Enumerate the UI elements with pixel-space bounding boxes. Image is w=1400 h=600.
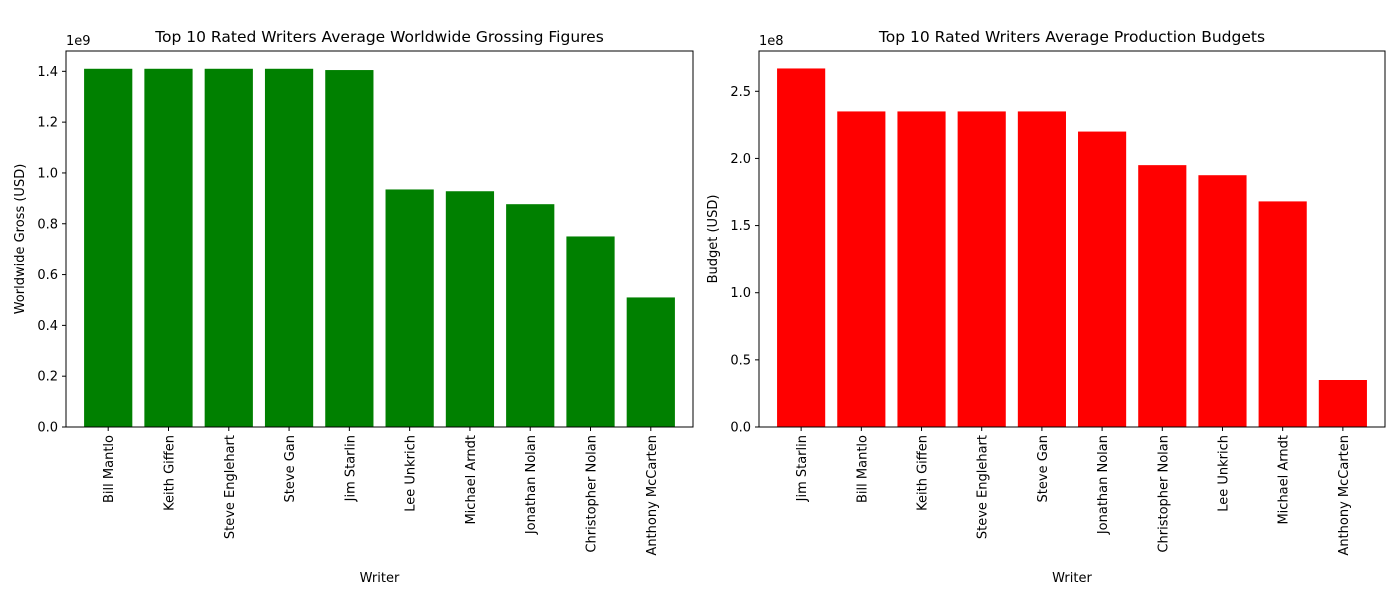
axes-frame <box>65 50 694 428</box>
y-axis-label: Worldwide Gross (USD) <box>13 164 28 315</box>
bar <box>204 68 253 427</box>
y-tick-label: 1.0 <box>37 166 58 181</box>
x-tick-label: Anthony McCarten <box>645 435 660 556</box>
axis-offset-label: 1e8 <box>759 34 784 49</box>
bar <box>1318 380 1367 427</box>
x-tick-label: Bill Mantlo <box>102 435 117 503</box>
bar <box>1198 175 1247 427</box>
x-tick-label: Michael Arndt <box>464 435 479 525</box>
x-tick-label: Bill Mantlo <box>855 435 870 503</box>
bar <box>566 236 615 427</box>
bar <box>385 189 434 427</box>
chart-title: Top 10 Rated Writers Average Worldwide G… <box>154 28 604 46</box>
y-tick-label: 1.2 <box>37 116 58 131</box>
y-tick-label: 0.5 <box>730 353 751 368</box>
chart-panel-2: 0.0 0.5 1.0 1.5 2.0 2.5 Jim Starlin Bill Mantlo… <box>706 28 1386 586</box>
x-tick-label: Jim Starlin <box>343 435 358 502</box>
bar <box>84 68 133 427</box>
x-tick-label: Keith Giffen <box>162 435 177 511</box>
x-tick-label: Steve Englehart <box>976 435 991 539</box>
axis-offset-label: 1e9 <box>66 34 91 49</box>
y-tick-label: 2.5 <box>730 85 751 100</box>
x-tick-label: Lee Unkrich <box>404 435 419 512</box>
x-tick-label: Anthony McCarten <box>1337 435 1352 556</box>
y-tick-label: 1.5 <box>730 219 751 234</box>
x-tick-label: Jonathan Nolan <box>1096 435 1111 535</box>
bar <box>445 191 495 427</box>
x-tick-label: Lee Unkrich <box>1216 435 1231 512</box>
y-tick-label: 2.0 <box>730 152 751 167</box>
y-tick-label: 0.0 <box>730 421 751 436</box>
y-tick-label: 0.8 <box>37 217 58 232</box>
bar <box>144 68 193 427</box>
bar <box>626 297 675 427</box>
x-tick-label: Steve Gan <box>283 435 298 502</box>
x-tick-label: Steve Gan <box>1036 435 1051 502</box>
x-tick-label: Christopher Nolan <box>1156 435 1171 553</box>
y-tick-label: 1.0 <box>730 286 751 301</box>
x-axis-label: Writer <box>1052 571 1092 586</box>
bar <box>325 70 374 428</box>
x-axis-label: Writer <box>360 571 400 586</box>
x-tick-label: Jim Starlin <box>795 435 810 502</box>
x-tick-label: Keith Giffen <box>916 435 931 511</box>
bar <box>777 68 826 428</box>
y-axis-label: Budget (USD) <box>706 195 721 284</box>
chart-panel-1: 0.0 0.2 0.4 0.6 0.8 1.0 1.2 1.4 Bill Mantlo Keith… <box>13 28 694 586</box>
y-tick-label: 0.4 <box>37 319 58 334</box>
bar <box>897 111 946 428</box>
y-tick-label: 0.2 <box>37 370 58 385</box>
bar <box>957 111 1006 428</box>
bar <box>1138 165 1187 427</box>
bar <box>1017 111 1066 428</box>
y-tick-label: 0.0 <box>37 421 58 436</box>
bar <box>264 68 314 427</box>
x-tick-label: Steve Englehart <box>223 435 238 539</box>
chart-title: Top 10 Rated Writers Average Production … <box>878 28 1265 46</box>
bar <box>837 111 886 428</box>
axes-frame <box>758 50 1386 428</box>
bar <box>506 204 555 427</box>
x-tick-label: Jonathan Nolan <box>524 435 539 535</box>
x-tick-label: Michael Arndt <box>1277 435 1292 525</box>
bar <box>1258 201 1307 427</box>
y-tick-label: 0.6 <box>37 268 58 283</box>
bar <box>1078 131 1127 427</box>
x-tick-label: Christopher Nolan <box>585 435 600 553</box>
y-tick-label: 1.4 <box>37 65 58 80</box>
